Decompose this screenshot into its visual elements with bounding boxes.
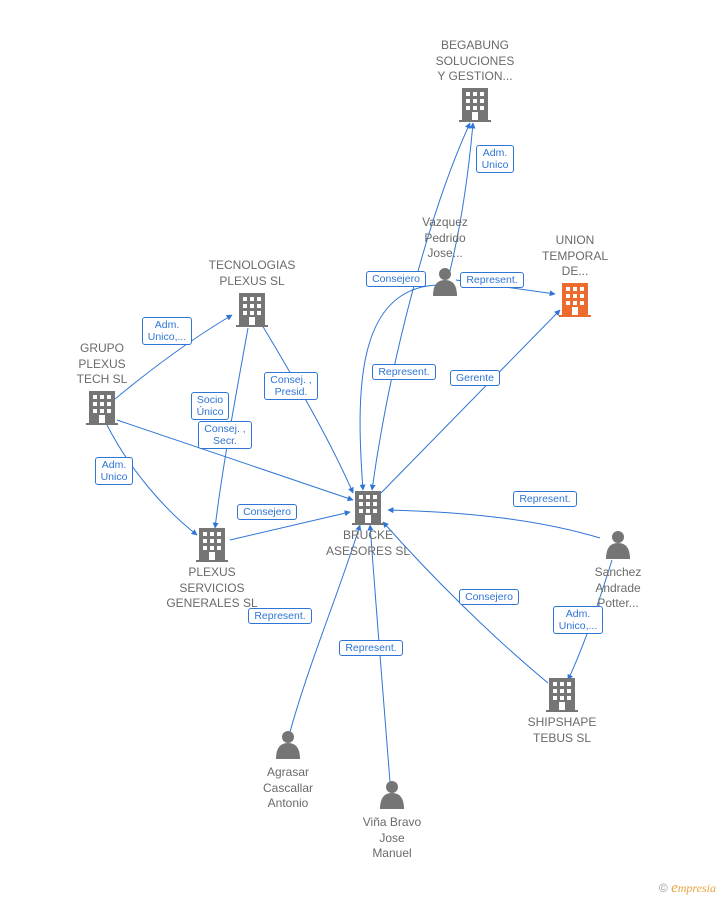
node-label-union: UNION TEMPORAL DE... xyxy=(520,233,630,280)
company-node-tecnologias[interactable] xyxy=(236,293,268,327)
edge-label: Represent. xyxy=(513,491,576,507)
edge-label: Consej. , Secr. xyxy=(198,421,251,449)
edge-label: Consejero xyxy=(459,589,519,605)
edge-label: Adm. Unico,... xyxy=(553,606,604,634)
edge xyxy=(372,123,470,490)
edge xyxy=(381,310,560,493)
edge-label: Consejero xyxy=(366,271,426,287)
company-node-begabung[interactable] xyxy=(459,88,491,122)
company-node-shipshape[interactable] xyxy=(546,678,578,712)
edge-label: Represent. xyxy=(339,640,402,656)
person-node-agrasar[interactable] xyxy=(276,731,300,759)
brand-name: empresia xyxy=(671,881,716,895)
edge-label: Socio Único xyxy=(191,392,230,420)
person-node-sanchez[interactable] xyxy=(606,531,630,559)
edge-label: Gerente xyxy=(450,370,500,386)
company-node-grupo[interactable] xyxy=(86,391,118,425)
person-node-vazquez[interactable] xyxy=(433,268,457,296)
company-node-plexus_sg[interactable] xyxy=(196,528,228,562)
node-label-agrasar: Agrasar Cascallar Antonio xyxy=(233,765,343,812)
edge-label: Adm. Unico xyxy=(476,145,515,173)
node-label-begabung: BEGABUNG SOLUCIONES Y GESTION... xyxy=(420,38,530,85)
company-node-brucke[interactable] xyxy=(352,491,384,525)
node-label-sanchez: Sanchez Andrade Potter... xyxy=(563,565,673,612)
edge xyxy=(262,325,353,493)
edge-label: Represent. xyxy=(248,608,311,624)
diagram-canvas xyxy=(0,0,728,905)
company-node-union[interactable] xyxy=(559,283,591,317)
node-label-vazquez: Vazquez Pedrido Jose... xyxy=(390,215,500,262)
node-label-plexus_sg: PLEXUS SERVICIOS GENERALES SL xyxy=(157,565,267,612)
node-label-tecnologias: TECNOLOGIAS PLEXUS SL xyxy=(197,258,307,289)
copyright-symbol: © xyxy=(659,881,668,895)
node-label-shipshape: SHIPSHAPE TEBUS SL xyxy=(507,715,617,746)
node-label-vina: Viña Bravo Jose Manuel xyxy=(337,815,447,862)
edge-label: Consejero xyxy=(237,504,297,520)
node-label-grupo: GRUPO PLEXUS TECH SL xyxy=(47,341,157,388)
edge-label: Adm. Unico xyxy=(95,457,134,485)
node-label-brucke: BRUCKE ASESORES SL xyxy=(313,528,423,559)
edge-label: Represent. xyxy=(372,364,435,380)
edge xyxy=(360,285,437,490)
edge-label: Adm. Unico,... xyxy=(142,317,193,345)
person-node-vina[interactable] xyxy=(380,781,404,809)
footer-credit: © empresia xyxy=(659,880,716,897)
edge-label: Represent. xyxy=(460,272,523,288)
edge-label: Consej. , Presid. xyxy=(264,372,317,400)
